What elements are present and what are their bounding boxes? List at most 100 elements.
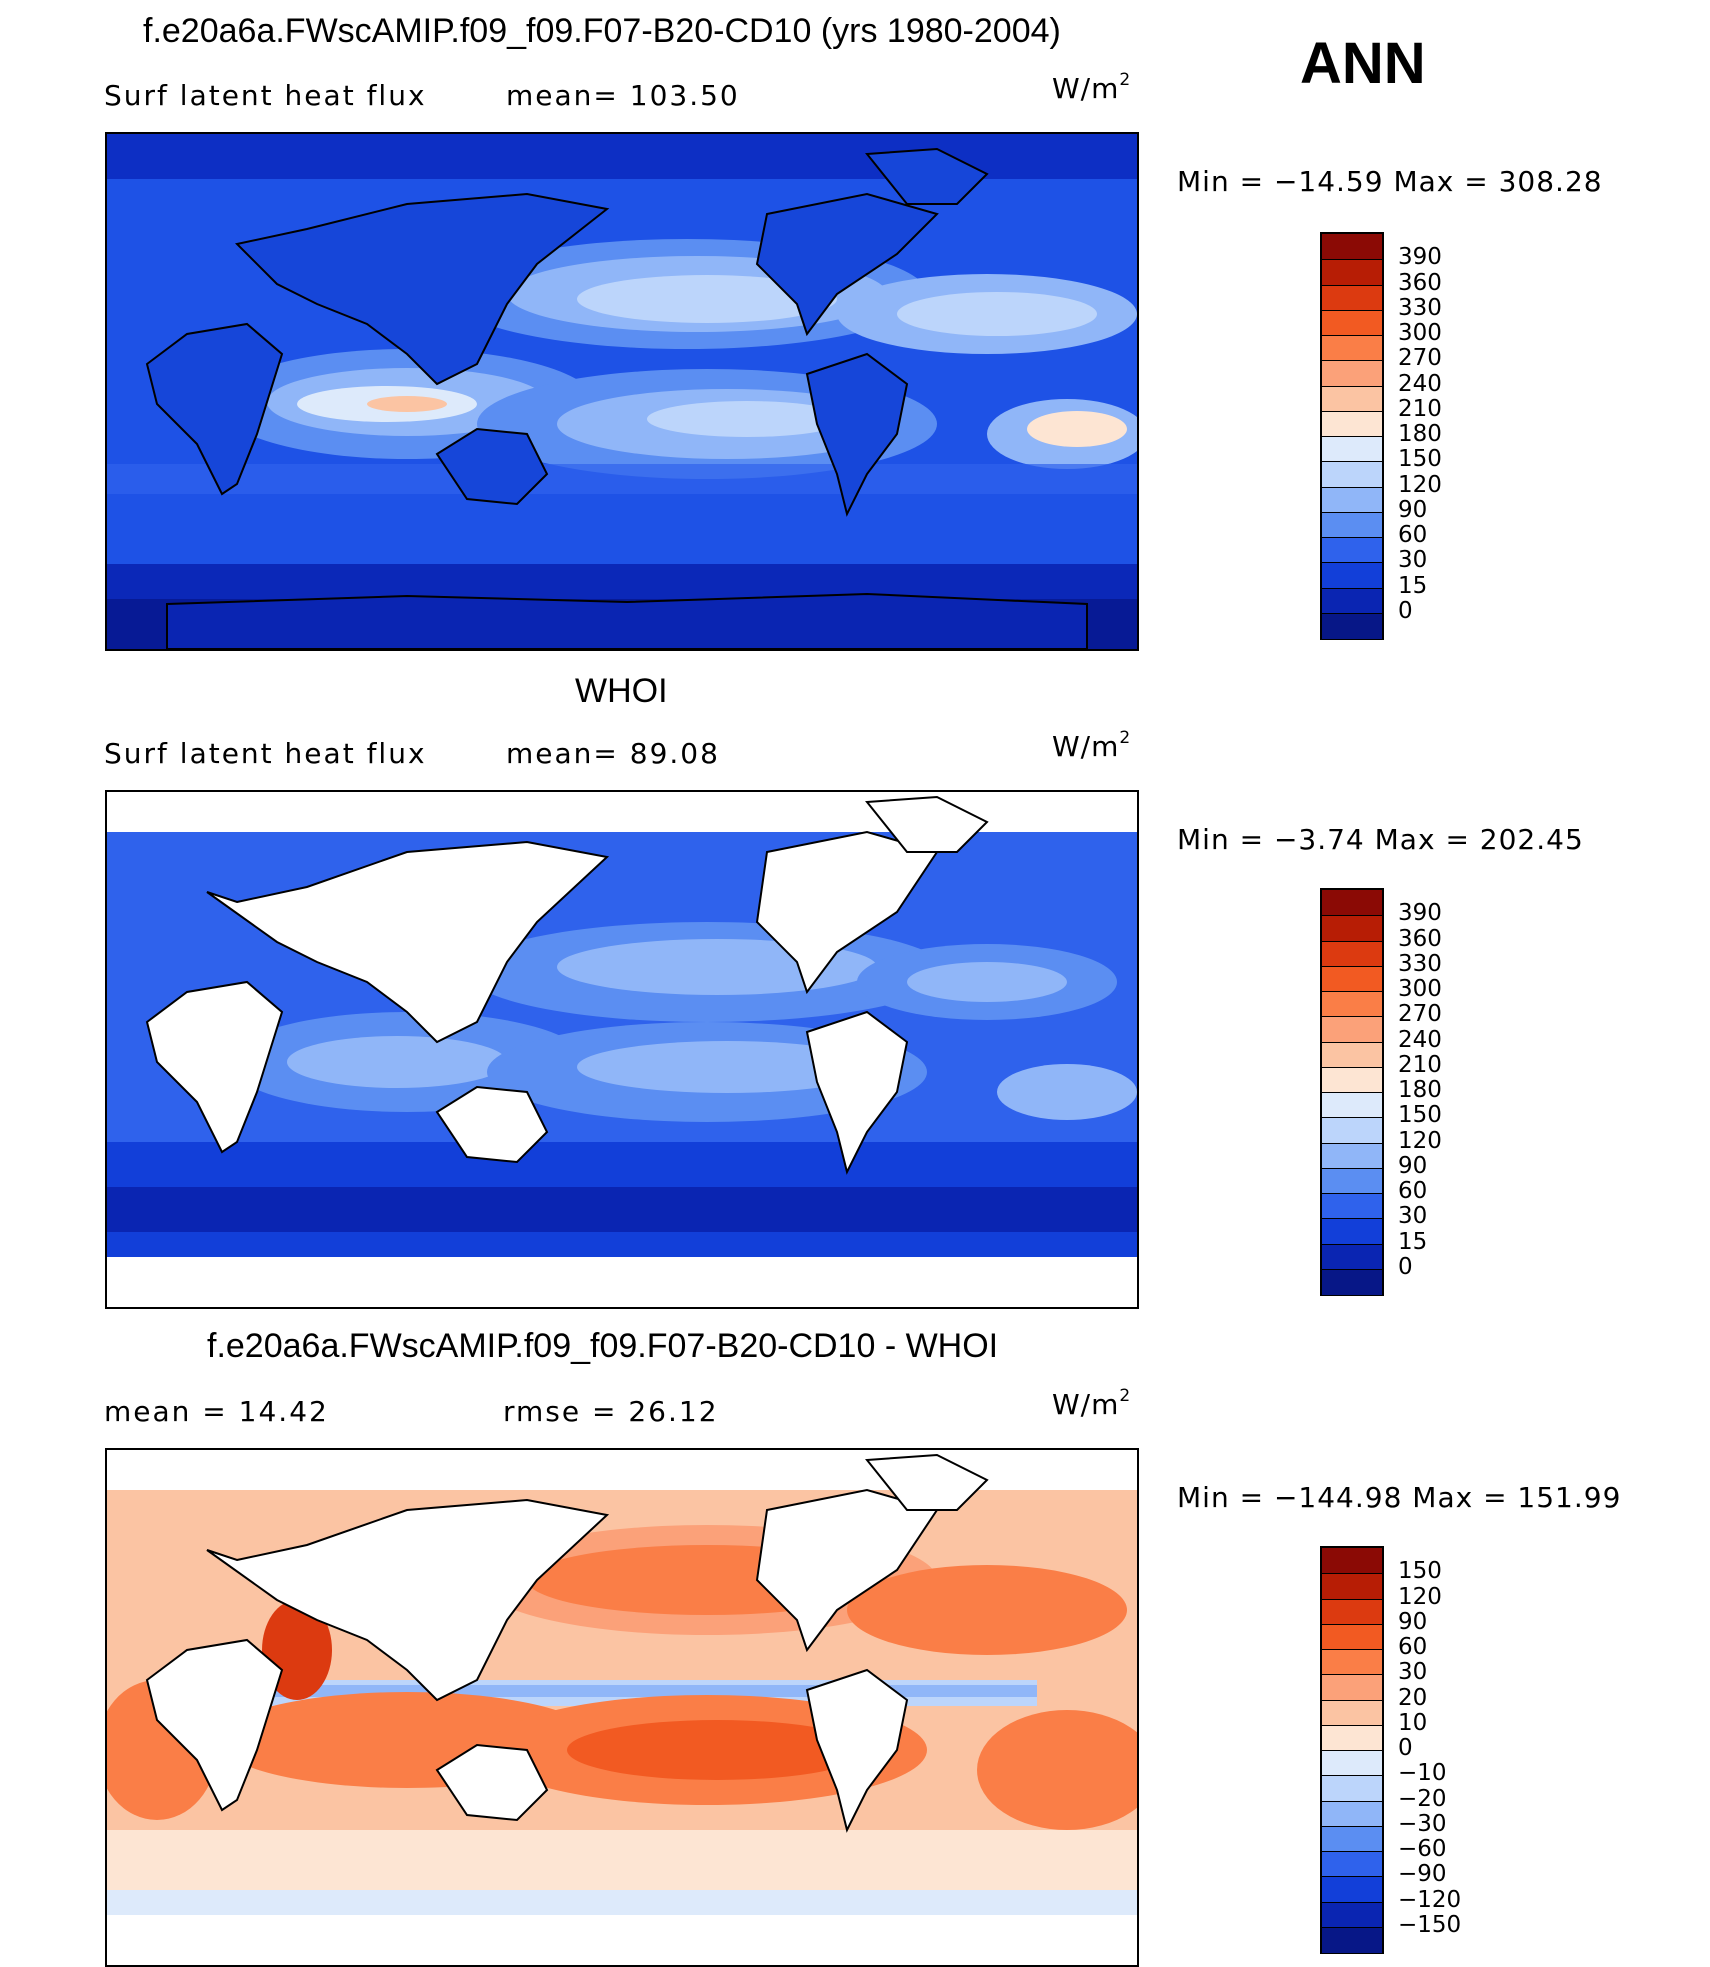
colorbar-label: 300 — [1398, 320, 1442, 346]
colorbar-label: 390 — [1398, 244, 1442, 271]
colorbar-label: 20 — [1398, 1684, 1428, 1711]
colorbar-swatch — [1322, 1243, 1382, 1270]
colorbar-label: 240 — [1398, 370, 1442, 397]
colorbar-swatch — [1322, 1016, 1382, 1043]
colorbar-label: −30 — [1398, 1810, 1447, 1837]
colorbar-label: 0 — [1398, 1735, 1413, 1761]
colorbar-label: 300 — [1398, 976, 1442, 1002]
panel-2-title: WHOI — [575, 672, 668, 710]
colorbar-label: −90 — [1398, 1861, 1447, 1888]
colorbar-swatch — [1322, 940, 1382, 967]
colorbar-swatch — [1322, 915, 1382, 942]
colorbar-label: 0 — [1398, 1253, 1413, 1280]
colorbar-label: 150 — [1398, 1558, 1442, 1585]
colorbar-label: 90 — [1398, 1608, 1428, 1635]
colorbar-swatch — [1322, 461, 1382, 488]
colorbar-swatch — [1322, 410, 1382, 437]
colorbar-swatch — [1322, 890, 1382, 916]
panel-3-rmse-label: rmse = 26.12 — [503, 1395, 719, 1428]
colorbar-swatch — [1322, 1926, 1382, 1953]
colorbar-label: 60 — [1398, 1178, 1428, 1204]
colorbar-swatch — [1322, 1092, 1382, 1119]
panel-2-colorbar: 390 360 330 300 270 240 210 180 150 120 90 60 30 15 0 — [1320, 888, 1442, 1296]
colorbar-label: 90 — [1398, 496, 1428, 523]
panel-2-colorbar-swatches — [1320, 888, 1384, 1296]
colorbar-swatch — [1322, 1117, 1382, 1144]
colorbar-label: 240 — [1398, 1026, 1442, 1053]
colorbar-label: 10 — [1398, 1709, 1428, 1736]
colorbar-swatch — [1322, 1851, 1382, 1878]
colorbar-swatch — [1322, 1750, 1382, 1777]
colorbar-swatch — [1322, 1876, 1382, 1903]
colorbar-label: −120 — [1398, 1886, 1462, 1913]
colorbar-label: 0 — [1398, 597, 1413, 624]
panel-3-colorbar-swatches — [1320, 1546, 1384, 1954]
colorbar-label: 60 — [1398, 522, 1428, 548]
colorbar-swatch — [1322, 1041, 1382, 1068]
colorbar-label: 270 — [1398, 345, 1442, 372]
panel-2-left-label: Surf latent heat flux — [104, 737, 427, 770]
colorbar-swatch — [1322, 234, 1382, 260]
colorbar-swatch — [1322, 385, 1382, 412]
panel-1-mean-label: mean= 103.50 — [506, 79, 740, 112]
panel-3-colorbar: 150 120 90 60 30 20 10 0 −10 −20 −30 −60 −90 −120 −150 — [1320, 1546, 1461, 1954]
colorbar-swatch — [1322, 1623, 1382, 1650]
panel-2-mean-label: mean= 89.08 — [506, 737, 720, 770]
panel-2-units: W/m2 — [1052, 728, 1132, 763]
colorbar-swatch — [1322, 1142, 1382, 1169]
colorbar-label: 90 — [1398, 1152, 1428, 1179]
panel-1-units: W/m2 — [1052, 70, 1132, 105]
panel-2-minmax: Min = −3.74 Max = 202.45 — [1177, 823, 1584, 856]
colorbar-swatch — [1322, 259, 1382, 286]
colorbar-swatch — [1322, 1268, 1382, 1295]
colorbar-label: −60 — [1398, 1836, 1447, 1862]
colorbar-label: 150 — [1398, 446, 1442, 473]
colorbar-label: 210 — [1398, 395, 1442, 422]
colorbar-label: 210 — [1398, 1051, 1442, 1078]
colorbar-label: 30 — [1398, 1203, 1428, 1230]
season-label: ANN — [1300, 31, 1426, 96]
colorbar-swatch — [1322, 537, 1382, 564]
colorbar-swatch — [1322, 1724, 1382, 1751]
colorbar-swatch — [1322, 991, 1382, 1018]
colorbar-label: −150 — [1398, 1911, 1462, 1938]
panel-1-minmax: Min = −14.59 Max = 308.28 — [1177, 165, 1603, 198]
colorbar-swatch — [1322, 1548, 1382, 1574]
colorbar-swatch — [1322, 360, 1382, 387]
colorbar-swatch — [1322, 1649, 1382, 1676]
colorbar-swatch — [1322, 1699, 1382, 1726]
panel-3-map — [105, 1448, 1139, 1967]
colorbar-label: 15 — [1398, 572, 1428, 599]
panel-3-title: f.e20a6a.FWscAMIP.f09_f09.F07-B20-CD10 -… — [207, 1327, 999, 1365]
colorbar-label: 120 — [1398, 471, 1442, 498]
colorbar-swatch — [1322, 1674, 1382, 1701]
panel-1-title: f.e20a6a.FWscAMIP.f09_f09.F07-B20-CD10 (… — [143, 12, 1061, 50]
colorbar-swatch — [1322, 1193, 1382, 1220]
colorbar-label: 60 — [1398, 1634, 1428, 1660]
colorbar-swatch — [1322, 309, 1382, 336]
colorbar-swatch — [1322, 1218, 1382, 1245]
colorbar-swatch — [1322, 1066, 1382, 1093]
colorbar-label: −20 — [1398, 1785, 1447, 1812]
colorbar-swatch — [1322, 511, 1382, 538]
colorbar-label: 180 — [1398, 421, 1442, 447]
colorbar-label: 180 — [1398, 1077, 1442, 1103]
colorbar-label: 330 — [1398, 294, 1442, 321]
colorbar-swatch — [1322, 436, 1382, 463]
panel-3-mean-label: mean = 14.42 — [104, 1395, 329, 1428]
colorbar-swatch — [1322, 1598, 1382, 1625]
colorbar-label: 330 — [1398, 950, 1442, 977]
colorbar-label: 30 — [1398, 1659, 1428, 1686]
colorbar-swatch — [1322, 1573, 1382, 1600]
colorbar-label: 360 — [1398, 269, 1442, 296]
colorbar-swatch — [1322, 284, 1382, 311]
colorbar-swatch — [1322, 335, 1382, 362]
panel-2-map — [105, 790, 1139, 1309]
panel-1-left-label: Surf latent heat flux — [104, 79, 427, 112]
colorbar-swatch — [1322, 1775, 1382, 1802]
colorbar-swatch — [1322, 1167, 1382, 1194]
colorbar-label: 150 — [1398, 1102, 1442, 1129]
colorbar-swatch — [1322, 562, 1382, 589]
colorbar-swatch — [1322, 1825, 1382, 1852]
panel-3-units: W/m2 — [1052, 1386, 1132, 1421]
